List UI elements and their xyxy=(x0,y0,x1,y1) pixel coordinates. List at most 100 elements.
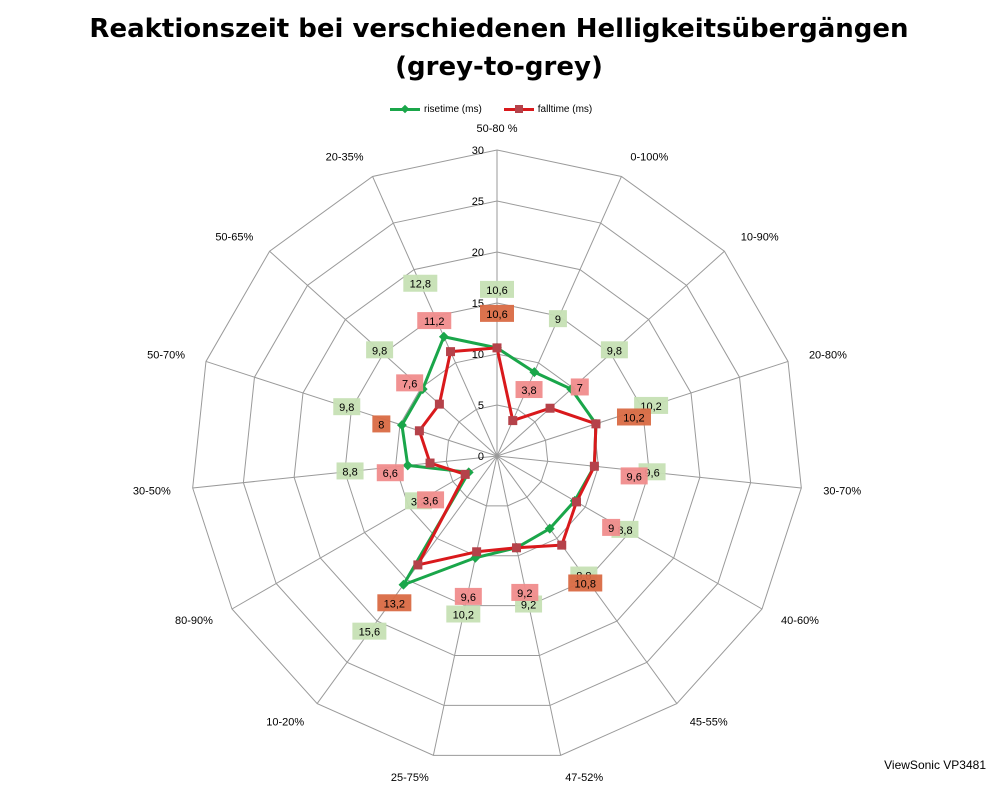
radial-tick-label: 25 xyxy=(472,196,484,208)
data-label-box xyxy=(570,378,589,396)
data-label-risetime: 9,6 xyxy=(644,467,659,479)
chart-title-line-1: Reaktionszeit bei verschiedenen Helligke… xyxy=(89,14,909,44)
data-label-box xyxy=(548,310,567,328)
risetime-point xyxy=(398,579,409,590)
category-label: 50-65% xyxy=(215,232,253,244)
category-label: 0-100% xyxy=(630,151,668,163)
data-label-risetime: 9,8 xyxy=(607,345,622,357)
category-label: 30-70% xyxy=(823,485,861,497)
data-label-box xyxy=(417,491,445,509)
data-label-risetime: 10,6 xyxy=(486,285,507,297)
falltime-point xyxy=(460,469,470,479)
data-label-box xyxy=(336,462,364,480)
radial-tick-label: 30 xyxy=(472,145,484,157)
data-label-falltime: 9,2 xyxy=(517,588,532,600)
data-label-box xyxy=(376,464,404,482)
grid-ring-15 xyxy=(344,302,650,607)
radial-tick-label: 20 xyxy=(472,247,484,259)
falltime-point xyxy=(508,416,518,426)
category-label: 50-70% xyxy=(147,350,185,362)
data-label-falltime: 13,2 xyxy=(384,598,405,610)
data-label-box xyxy=(602,518,621,536)
data-label-risetime: 8,8 xyxy=(617,525,632,537)
data-label-risetime: 9,8 xyxy=(372,345,387,357)
data-label-box xyxy=(480,280,514,298)
data-label-box xyxy=(616,408,651,426)
data-label-falltime: 9 xyxy=(608,523,614,535)
credit-text: ViewSonic VP3481 xyxy=(884,758,986,772)
data-label-risetime: 9,2 xyxy=(521,600,536,612)
series-line-falltime xyxy=(416,346,598,567)
data-label-box xyxy=(403,274,438,292)
category-label: 10-20% xyxy=(266,716,304,728)
legend: risetime (ms) falltime (ms) xyxy=(390,100,592,118)
grid-ring-20 xyxy=(293,251,701,657)
data-label-box xyxy=(333,398,361,416)
data-label-box xyxy=(377,594,412,612)
falltime-point xyxy=(414,426,424,436)
series-line-risetime xyxy=(400,335,598,587)
data-label-box xyxy=(568,574,603,592)
data-label-falltime: 10,8 xyxy=(575,578,596,590)
data-label-falltime: 3,6 xyxy=(423,495,438,507)
data-label-falltime: 7,6 xyxy=(402,378,417,390)
data-label-falltime: 6,6 xyxy=(383,468,398,480)
radial-tick-label: 10 xyxy=(472,349,484,361)
falltime-point xyxy=(492,343,502,353)
category-label: 25-75% xyxy=(391,772,429,784)
risetime-point xyxy=(438,331,449,342)
grid-spoke xyxy=(231,455,498,610)
category-label: 20-80% xyxy=(809,350,847,362)
data-label-box xyxy=(600,341,628,359)
falltime-point xyxy=(434,399,444,409)
grid-ring-30 xyxy=(192,149,802,756)
falltime-point xyxy=(572,497,582,507)
falltime-point xyxy=(545,403,555,413)
falltime-point xyxy=(512,543,522,553)
grid-ring-25 xyxy=(242,200,752,706)
data-label-falltime: 10,6 xyxy=(486,309,507,321)
category-label: 40-60% xyxy=(781,615,819,627)
data-label-falltime: 7 xyxy=(577,382,583,394)
radial-tick-label: 0 xyxy=(478,451,484,463)
falltime-point xyxy=(591,419,601,429)
data-label-box xyxy=(480,304,514,322)
data-label-falltime: 3,8 xyxy=(521,385,536,397)
falltime-point xyxy=(589,461,599,471)
legend-falltime-label: falltime (ms) xyxy=(537,103,593,115)
chart-title-line-2: (grey-to-grey) xyxy=(395,52,603,82)
data-label-risetime: 10,2 xyxy=(453,609,474,621)
falltime-point xyxy=(425,458,435,468)
falltime-point xyxy=(472,547,482,557)
risetime-point xyxy=(544,523,555,534)
risetime-point xyxy=(402,460,413,471)
data-label-box xyxy=(396,374,424,392)
falltime-point xyxy=(557,540,567,550)
data-label-box xyxy=(454,587,482,605)
category-label: 47-52% xyxy=(565,772,603,784)
data-label-box xyxy=(446,605,481,623)
data-label-falltime: 9,6 xyxy=(461,592,476,604)
data-label-box xyxy=(352,622,387,640)
data-label-risetime: 8,8 xyxy=(342,466,357,478)
data-label-falltime: 11,2 xyxy=(424,316,445,328)
data-label-falltime: 10,2 xyxy=(623,412,644,424)
legend-risetime-label: risetime (ms) xyxy=(424,103,482,115)
legend-risetime-swatch xyxy=(390,103,420,115)
data-label-box xyxy=(511,583,539,601)
category-label: 45-55% xyxy=(690,716,728,728)
legend-item-falltime: falltime (ms) xyxy=(503,103,593,115)
category-label: 20-35% xyxy=(326,151,364,163)
category-label: 50-80 % xyxy=(477,123,518,135)
data-label-risetime: 12,8 xyxy=(410,279,431,291)
category-label: 30-50% xyxy=(133,485,171,497)
category-label: 10-90% xyxy=(741,232,779,244)
data-label-box xyxy=(417,312,452,330)
legend-falltime-swatch xyxy=(503,103,534,115)
legend-item-risetime: risetime (ms) xyxy=(390,103,482,115)
radial-tick-label: 5 xyxy=(478,400,484,412)
grid-ring-5 xyxy=(445,404,549,507)
falltime-point xyxy=(446,347,456,357)
data-label-falltime: 9,6 xyxy=(627,471,642,483)
